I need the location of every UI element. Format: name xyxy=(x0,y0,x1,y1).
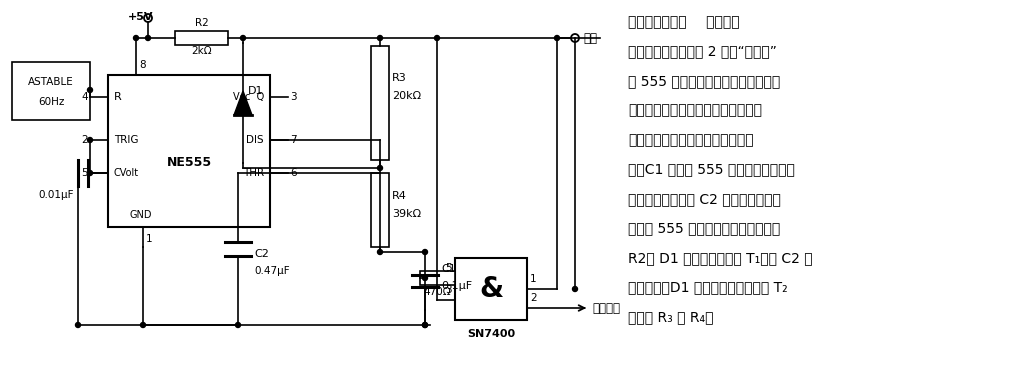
Text: 20kΩ: 20kΩ xyxy=(392,91,421,101)
Bar xyxy=(371,46,389,160)
Circle shape xyxy=(236,323,241,327)
Text: 7: 7 xyxy=(290,135,297,145)
Text: 470Ω: 470Ω xyxy=(424,287,451,297)
Bar xyxy=(108,75,270,227)
Text: D1: D1 xyxy=(248,86,263,96)
Text: 电的时候，D1 反封，放电时间常数 T₂: 电的时候，D1 反封，放电时间常数 T₂ xyxy=(628,280,787,294)
Bar xyxy=(455,258,527,320)
Circle shape xyxy=(378,35,382,41)
Text: 1: 1 xyxy=(146,234,152,244)
Text: 3: 3 xyxy=(445,285,452,295)
Text: C1: C1 xyxy=(441,264,456,274)
Circle shape xyxy=(75,323,80,327)
Bar xyxy=(371,173,389,247)
Bar xyxy=(175,31,228,45)
Circle shape xyxy=(133,35,138,41)
Text: 2: 2 xyxy=(81,135,88,145)
Circle shape xyxy=(572,287,577,291)
Text: 0.47μF: 0.47μF xyxy=(254,266,290,276)
Text: R3: R3 xyxy=(392,73,406,83)
Text: DIS: DIS xyxy=(246,135,264,145)
Text: 2kΩ: 2kΩ xyxy=(191,46,211,56)
Text: 5: 5 xyxy=(81,168,88,178)
Circle shape xyxy=(378,250,382,255)
Text: 3: 3 xyxy=(290,92,297,102)
Circle shape xyxy=(423,323,428,327)
Text: R2和 D1 决定了时间常数 T₁。当 C2 放: R2和 D1 决定了时间常数 T₁。当 C2 放 xyxy=(628,251,813,265)
Text: 6: 6 xyxy=(290,168,297,178)
Circle shape xyxy=(145,35,150,41)
Text: 率的同步范围。当 C2 正在充电的时候: 率的同步范围。当 C2 正在充电的时候 xyxy=(628,192,781,206)
Text: &: & xyxy=(479,275,503,303)
Circle shape xyxy=(87,138,92,143)
Circle shape xyxy=(423,276,428,280)
Text: （这时 555 定时器输出为高电平），: （这时 555 定时器输出为高电平）， xyxy=(628,221,780,235)
Circle shape xyxy=(423,323,428,327)
Text: 取决于 R₃ 和 R₄。: 取决于 R₃ 和 R₄。 xyxy=(628,310,713,324)
Text: +5V: +5V xyxy=(128,12,153,22)
Text: R2: R2 xyxy=(195,18,208,28)
Bar xyxy=(12,62,90,120)
Text: 8: 8 xyxy=(139,60,145,70)
Text: TRIG: TRIG xyxy=(114,135,138,145)
Text: 39kΩ: 39kΩ xyxy=(392,209,421,219)
Text: Vcc  Q: Vcc Q xyxy=(233,92,264,102)
Circle shape xyxy=(87,170,92,176)
Text: 号。C1 决定了 555 定时器自由振荡频: 号。C1 决定了 555 定时器自由振荡频 xyxy=(628,162,795,176)
Text: 和 555 定时器，它可为磁带录像机提: 和 555 定时器，它可为磁带录像机提 xyxy=(628,74,780,88)
Circle shape xyxy=(236,170,241,176)
Circle shape xyxy=(241,35,246,41)
Text: GND: GND xyxy=(130,210,152,220)
Text: 振荡器只使用了一个 2 输入“与非门”: 振荡器只使用了一个 2 输入“与非门” xyxy=(628,44,777,59)
Text: 像信息经分离后，产生垂直同步信: 像信息经分离后，产生垂直同步信 xyxy=(628,133,754,147)
Circle shape xyxy=(87,88,92,92)
Text: 5: 5 xyxy=(445,263,452,273)
Text: 磁带录像机时钟    这个同步: 磁带录像机时钟 这个同步 xyxy=(628,15,740,29)
Text: 4: 4 xyxy=(81,92,88,102)
Text: R4: R4 xyxy=(392,191,406,201)
Circle shape xyxy=(140,323,145,327)
Circle shape xyxy=(555,35,560,41)
Bar xyxy=(420,271,455,285)
Circle shape xyxy=(378,165,382,170)
Text: 0.1μF: 0.1μF xyxy=(441,281,472,291)
Text: 0.01μF: 0.01μF xyxy=(38,190,73,200)
Text: SN7400: SN7400 xyxy=(467,329,515,339)
Text: R: R xyxy=(114,92,122,102)
Text: C2: C2 xyxy=(254,249,269,259)
Text: NE555: NE555 xyxy=(167,156,211,170)
Text: 1: 1 xyxy=(530,274,536,284)
Text: ASTABLE: ASTABLE xyxy=(28,77,74,87)
Circle shape xyxy=(423,250,428,255)
Text: 供逻辑时钟信号。磁带上所记录的图: 供逻辑时钟信号。磁带上所记录的图 xyxy=(628,103,762,117)
Text: 2: 2 xyxy=(530,293,536,303)
Circle shape xyxy=(435,35,440,41)
Text: 60Hz: 60Hz xyxy=(38,97,64,107)
Text: 输入: 输入 xyxy=(583,32,597,44)
Text: THR: THR xyxy=(243,168,264,178)
Text: 控制信号: 控制信号 xyxy=(592,302,620,314)
Text: CVolt: CVolt xyxy=(114,168,139,178)
Polygon shape xyxy=(234,91,252,115)
